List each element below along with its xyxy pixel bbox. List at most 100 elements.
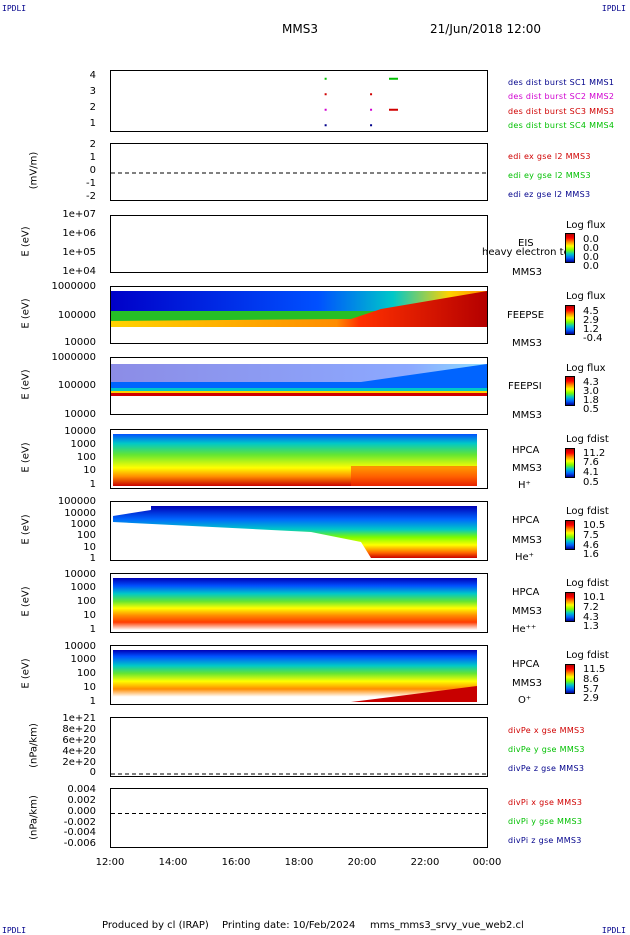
date-title: 21/Jun/2018 12:00 (430, 22, 542, 36)
x-tick-label: 16:00 (221, 857, 251, 868)
hpca-hepp-instrument-label: HPCA (512, 587, 540, 598)
burst-plot (324, 77, 398, 127)
x-tick-label: 12:00 (95, 857, 125, 868)
hpca-hepp-cbar-value: 7.2 (583, 602, 599, 613)
hpca-he-cbar-value: 10.5 (583, 520, 606, 531)
hpca-hepp-spacecraft-label: MMS3 (512, 606, 542, 617)
hpca-o-cbar-value: 5.7 (583, 684, 599, 695)
divpi-ytick: 0.000 (67, 806, 96, 817)
feepse-spacecraft-label: MMS3 (512, 338, 542, 349)
eis-spacecraft-label: MMS3 (512, 267, 542, 278)
divpi-ytick: 0.002 (67, 795, 96, 806)
burst-ytick: 1 (89, 118, 96, 129)
corner-label-bottom-left: IPDLI (2, 926, 27, 935)
divpi-ytick: -0.004 (63, 827, 96, 838)
feepse-ytick: 1000000 (51, 281, 96, 292)
feepse-cbar-value: -0.4 (583, 333, 603, 344)
burst-legend-sc2: des dist burst SC2 MMS2 (508, 92, 615, 101)
feepsi-spacecraft-label: MMS3 (512, 410, 542, 421)
burst-point (370, 124, 373, 127)
hpca-h-colorbar (565, 448, 575, 478)
hpca-o-species-label: O⁺ (518, 695, 532, 706)
divpe-ytick: 0 (89, 767, 96, 778)
hpca-o-ytick: 1000 (70, 654, 96, 665)
feepsi-spectrogram (111, 364, 487, 396)
feepsi-band-cyan (111, 388, 487, 391)
divpe-legend-z: divPe z gse MMS3 (508, 764, 585, 773)
hpca-o-cbar-value: 2.9 (583, 693, 599, 704)
hpca-o-ytick: 100 (76, 668, 96, 679)
eis-overlay-text: heavy electron to (482, 247, 570, 258)
hpca-hepp-colorbar (565, 592, 575, 622)
divpe-legend-x: divPe x gse MMS3 (508, 726, 585, 735)
divpe-plot (111, 773, 487, 775)
edi-plot (111, 172, 487, 174)
corner-label-top-left: IPDLI (2, 4, 27, 13)
hpca-hepp-species-label: He⁺⁺ (512, 624, 537, 635)
hpca-h-cbar-value: 0.5 (583, 477, 599, 488)
feepse-band-mid (111, 311, 487, 321)
divpe-ytick: 6e+20 (62, 735, 96, 746)
feepse-colorbar (565, 305, 575, 335)
divpi-legend-x: divPi x gse MMS3 (508, 798, 583, 807)
x-tick-label: 20:00 (347, 857, 377, 868)
eis-cbar-value: 0.0 (583, 234, 599, 245)
hpca-h-spectrogram (113, 434, 477, 486)
hpca-he-cbar-title: Log fdist (566, 506, 609, 517)
eis-instrument-label: EIS (518, 238, 534, 249)
edi-ytick: -2 (86, 191, 96, 202)
edi-panel (110, 143, 488, 201)
mission-title: MMS3 (282, 22, 318, 36)
hpca-h-cbar-title: Log fdist (566, 434, 609, 445)
eis-cbar-title: Log flux (566, 220, 606, 231)
burst-point (324, 108, 327, 111)
hpca-he-ytick: 100000 (57, 496, 96, 507)
feepse-instrument-label: FEEPSE (507, 310, 545, 321)
burst-legend-sc1: des dist burst SC1 MMS1 (508, 78, 615, 87)
feepse-band-low (111, 291, 487, 327)
burst-legend-sc3: des dist burst SC3 MMS3 (508, 107, 615, 116)
hpca-hepp-ylabel: E (eV) (20, 586, 32, 617)
feepsi-instrument-label: FEEPSI (508, 381, 542, 392)
feepsi-cbar-value: 0.5 (583, 404, 599, 415)
hpca-hepp-ytick: 10 (83, 610, 96, 621)
hpca-he-ytick: 1000 (70, 519, 96, 530)
hpca-hepp-cbar-title: Log fdist (566, 578, 609, 589)
hpca-he-low-energy-gap (113, 522, 371, 558)
feepse-band-high (111, 291, 487, 311)
x-tick-label: 14:00 (158, 857, 188, 868)
divpi-legend-z: divPi z gse MMS3 (508, 836, 582, 845)
hpca-h-spacecraft-label: MMS3 (512, 463, 542, 474)
feepse-ytick: 10000 (64, 337, 96, 348)
burst-point (389, 77, 398, 80)
hpca-o-cbar-value: 8.6 (583, 674, 599, 685)
hpca-h-ytick: 10000 (64, 426, 96, 437)
hpca-he-cbar-value: 7.5 (583, 530, 599, 541)
hpca-he-ytick: 100 (76, 530, 96, 541)
feepsi-band-red (111, 393, 487, 396)
hpca-he-ytick: 10000 (64, 508, 96, 519)
feepsi-band-yellow (111, 391, 487, 393)
hpca-o-ytick: 10 (83, 682, 96, 693)
eis-cbar-value: 0.0 (583, 243, 599, 254)
hpca-he-instrument-label: HPCA (512, 515, 540, 526)
footer-produced-by: Produced by cl (IRAP) (102, 920, 209, 931)
feepse-spectrogram (111, 291, 487, 327)
hpca-he-ytick: 10 (83, 542, 96, 553)
divpi-ylabel: (nPa/km) (28, 795, 40, 840)
divpi-ytick: -0.006 (63, 838, 96, 849)
corner-label-bottom-right: IPDLI (601, 926, 626, 935)
feepse-ylabel: E (eV) (20, 298, 32, 329)
burst-ytick: 2 (89, 102, 96, 113)
hpca-h-panel (110, 429, 488, 489)
hpca-h-ytick: 100 (76, 452, 96, 463)
x-tick-label: 00:00 (472, 857, 502, 868)
hpca-he-cbar-value: 4.6 (583, 540, 599, 551)
feepsi-cbar-value: 3.0 (583, 386, 599, 397)
x-tick-label: 22:00 (410, 857, 440, 868)
burst-point (324, 77, 327, 80)
divpe-ytick: 4e+20 (62, 746, 96, 757)
hpca-h-species-label: H⁺ (518, 480, 531, 491)
feepse-panel (110, 286, 488, 344)
hpca-o-late-enhancement (351, 686, 477, 702)
